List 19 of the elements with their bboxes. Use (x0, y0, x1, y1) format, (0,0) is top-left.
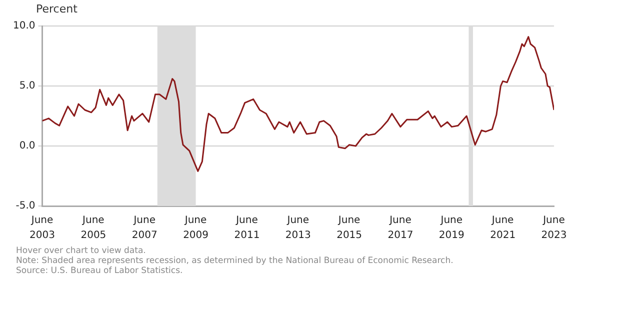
x-tick-label: June 2011 (234, 215, 260, 242)
source-note: Source: U.S. Bureau of Labor Statistics. (16, 266, 184, 276)
text: Hover over chart to view data. (16, 246, 147, 256)
x-tick-label: June 2023 (541, 215, 567, 242)
x-tick-label: June 2007 (132, 215, 158, 242)
y-tick-label: 0.0 (19, 140, 36, 152)
x-tick-label: June 2017 (388, 215, 414, 242)
text: Note: Shaded area represents recession, as determined by the National Bureau of Economic Research. (16, 256, 454, 266)
y-tick-label: 10.0 (13, 20, 36, 32)
x-tick-label: June 2003 (30, 215, 55, 242)
x-tick-label: June 2015 (336, 215, 362, 242)
x-tick-label: June 2009 (183, 215, 209, 242)
x-tick-label: June 2013 (285, 215, 311, 242)
y-tick-label: 5.0 (19, 80, 36, 92)
y-axis-title: Percent (36, 2, 78, 16)
x-tick-label: June 2005 (80, 215, 106, 242)
x-tick-label: June 2019 (438, 215, 464, 242)
y-tick-label: -5.0 (16, 200, 36, 212)
x-tick-label: June 2021 (490, 215, 516, 242)
